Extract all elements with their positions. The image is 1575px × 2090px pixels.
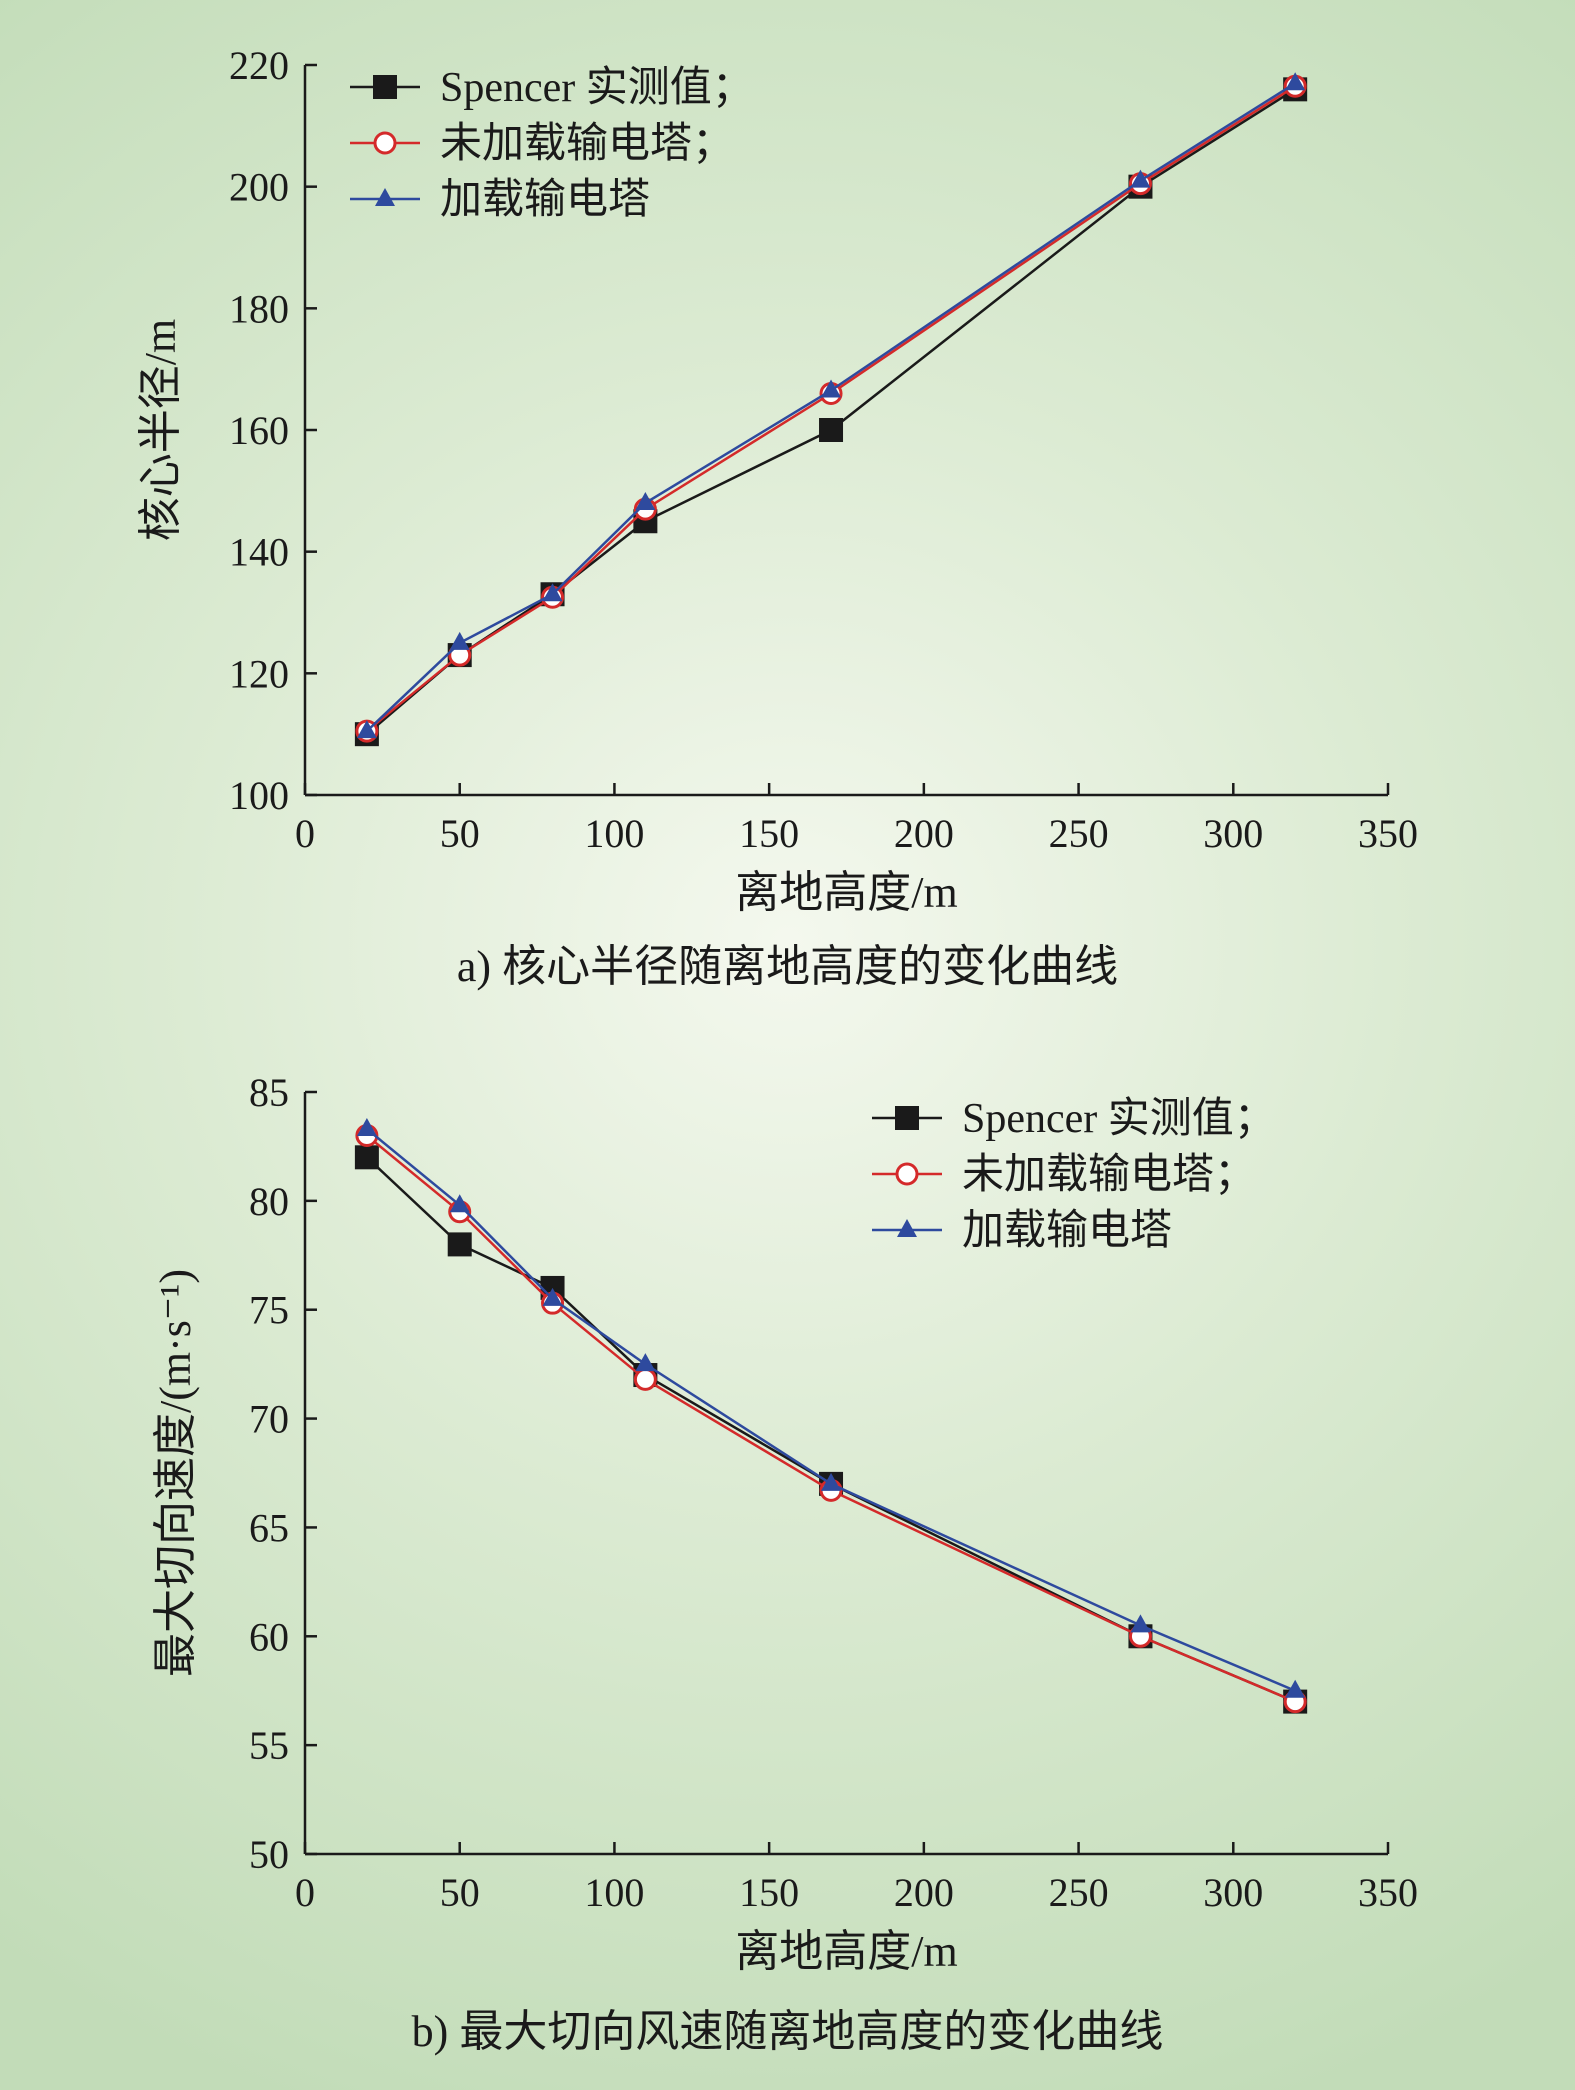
legend-marker [895, 1106, 919, 1130]
data-point [449, 1194, 470, 1213]
x-tick-label: 150 [739, 811, 799, 856]
data-point [449, 631, 470, 650]
y-tick-label: 120 [229, 651, 289, 696]
x-tick-label: 250 [1049, 811, 1109, 856]
series-3 [356, 1118, 1306, 1698]
legend: Spencer 实测值； 未加载输电塔； 加载输电塔 [350, 64, 754, 223]
y-tick-label: 100 [229, 773, 289, 818]
y-tick-label: 50 [249, 1832, 289, 1877]
legend: Spencer 实测值； 未加载输电塔； 加载输电塔 [872, 1095, 1276, 1254]
y-tick-label: 70 [249, 1397, 289, 1442]
data-point [819, 418, 844, 442]
data-point [635, 492, 656, 510]
y-tick-label: 140 [229, 530, 289, 575]
data-point [635, 1353, 656, 1372]
data-point [542, 1287, 563, 1306]
y-tick-label: 200 [229, 165, 289, 210]
data-point [354, 1145, 379, 1170]
legend-marker [895, 1162, 919, 1186]
caption-a: a) 核心半径随离地高度的变化曲线 [456, 942, 1119, 991]
x-tick-label: 250 [1049, 1870, 1109, 1915]
legend-item: Spencer 实测值； [872, 1095, 1276, 1142]
y-tick-label: 80 [249, 1179, 289, 1224]
data-point [1285, 72, 1306, 91]
data-point [821, 379, 842, 398]
x-tick-label: 300 [1203, 1870, 1263, 1915]
data-point [447, 1232, 472, 1257]
data-point [356, 720, 377, 739]
chart-panel-a: 0 50 100 150 200 250 300 350 100 120 140 160 180 200 2… [0, 0, 1575, 1005]
caption-b: b) 最大切向风速随离地高度的变化曲线 [411, 2007, 1164, 2056]
legend-item: 加载输电塔 [872, 1208, 1172, 1254]
legend-item: 加载输电塔 [350, 177, 650, 223]
x-tick-label: 350 [1358, 811, 1418, 856]
x-axis-label: 离地高度/m [735, 868, 957, 917]
legend-marker [897, 1219, 917, 1237]
legend-item: 未加载输电塔； [350, 121, 734, 167]
x-tick-label: 100 [584, 811, 644, 856]
y-tick-label: 55 [249, 1723, 289, 1768]
y-tick-label: 60 [249, 1614, 289, 1659]
y-tick-label: 75 [249, 1288, 289, 1333]
legend-label: 加载输电塔 [440, 177, 650, 223]
data-point [1130, 1614, 1151, 1633]
legend-marker [373, 75, 397, 99]
y-tick-label: 160 [229, 408, 289, 453]
x-tick-label: 0 [295, 811, 315, 856]
max-tangential-speed-chart: 0 50 100 150 200 250 300 3505055606570758085离地高… [151, 1070, 1418, 1976]
x-tick-label: 50 [440, 811, 480, 856]
data-point [633, 1367, 657, 1391]
legend-marker [373, 131, 397, 155]
x-tick-label: 200 [894, 811, 954, 856]
y-tick-label: 220 [229, 43, 289, 88]
x-tick-label: 0 [295, 1870, 315, 1915]
data-point [1130, 169, 1151, 188]
x-tick-label: 300 [1203, 811, 1263, 856]
y-tick-label: 180 [229, 286, 289, 331]
x-tick-label: 100 [584, 1870, 644, 1915]
y-tick-label: 65 [249, 1505, 289, 1550]
data-point [1285, 1679, 1306, 1698]
x-axis-label: 离地高度/m [735, 1927, 957, 1976]
data-point [356, 1118, 377, 1137]
x-tick-label: 200 [894, 1870, 954, 1915]
series-3 [356, 72, 1306, 739]
legend-label: 未加载输电塔； [440, 121, 734, 167]
legend-label: 未加载输电塔； [962, 1152, 1256, 1198]
legend-item: Spencer 实测值； [350, 64, 754, 111]
legend-label: Spencer 实测值； [440, 64, 754, 111]
legend-label: Spencer 实测值； [962, 1095, 1276, 1142]
y-axis-label: 核心半径/m [136, 319, 185, 541]
x-tick-label: 150 [739, 1870, 799, 1915]
data-point [821, 1472, 842, 1491]
x-tick-label: 350 [1358, 1870, 1418, 1915]
legend-label: 加载输电塔 [962, 1208, 1172, 1254]
data-point [542, 583, 563, 602]
y-axis-label: 最大切向速度/(m·s⁻¹) [151, 1269, 200, 1677]
x-tick-label: 50 [440, 1870, 480, 1915]
y-tick-label: 85 [249, 1070, 289, 1115]
legend-marker [375, 188, 395, 206]
chart-panel-b: 0 50 100 150 200 250 300 350 50 55 60 65 70 75 80 85 离地高… [0, 1050, 1575, 2090]
legend-item: 未加载输电塔； [872, 1152, 1256, 1198]
core-radius-chart: 0 50 100 150 200 250 300 350 100 120 140 160 180 200 2… [136, 43, 1418, 917]
